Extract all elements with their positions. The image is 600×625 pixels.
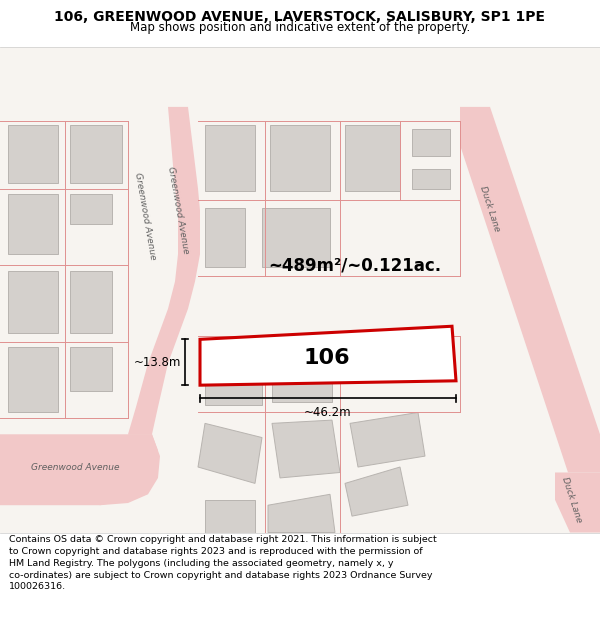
Text: Greenwood Avenue: Greenwood Avenue xyxy=(166,166,190,255)
Polygon shape xyxy=(205,341,262,405)
Text: 106, GREENWOOD AVENUE, LAVERSTOCK, SALISBURY, SP1 1PE: 106, GREENWOOD AVENUE, LAVERSTOCK, SALIS… xyxy=(55,10,545,24)
Polygon shape xyxy=(270,126,330,191)
Text: ~46.2m: ~46.2m xyxy=(304,406,352,419)
Text: Greenwood Avenue: Greenwood Avenue xyxy=(133,172,157,261)
Polygon shape xyxy=(90,434,160,505)
Polygon shape xyxy=(70,194,112,224)
Polygon shape xyxy=(70,126,122,183)
Polygon shape xyxy=(8,194,58,254)
Polygon shape xyxy=(345,467,408,516)
Polygon shape xyxy=(0,47,600,532)
Polygon shape xyxy=(205,500,255,532)
Text: Duck Lane: Duck Lane xyxy=(478,184,502,232)
Polygon shape xyxy=(8,347,58,413)
Polygon shape xyxy=(205,208,245,268)
Polygon shape xyxy=(345,126,400,191)
Polygon shape xyxy=(8,271,58,332)
Text: Contains OS data © Crown copyright and database right 2021. This information is : Contains OS data © Crown copyright and d… xyxy=(9,535,437,591)
Polygon shape xyxy=(272,420,340,478)
Polygon shape xyxy=(8,126,58,183)
Polygon shape xyxy=(200,326,456,385)
Text: Map shows position and indicative extent of the property.: Map shows position and indicative extent… xyxy=(130,21,470,34)
Polygon shape xyxy=(262,208,330,268)
Text: ~13.8m: ~13.8m xyxy=(134,356,181,369)
Polygon shape xyxy=(412,129,450,156)
Polygon shape xyxy=(198,423,262,483)
Polygon shape xyxy=(460,107,600,472)
Polygon shape xyxy=(268,494,335,532)
Polygon shape xyxy=(70,347,112,391)
Text: Greenwood Avenue: Greenwood Avenue xyxy=(31,462,119,471)
Polygon shape xyxy=(205,126,255,191)
Text: ~489m²/~0.121ac.: ~489m²/~0.121ac. xyxy=(268,256,442,274)
Polygon shape xyxy=(555,472,600,532)
Polygon shape xyxy=(128,107,200,434)
Text: Duck Lane: Duck Lane xyxy=(560,476,584,524)
Polygon shape xyxy=(412,169,450,189)
Text: 106: 106 xyxy=(304,348,350,368)
Polygon shape xyxy=(272,341,332,401)
Polygon shape xyxy=(70,271,112,332)
Polygon shape xyxy=(350,412,425,467)
Polygon shape xyxy=(0,434,158,505)
